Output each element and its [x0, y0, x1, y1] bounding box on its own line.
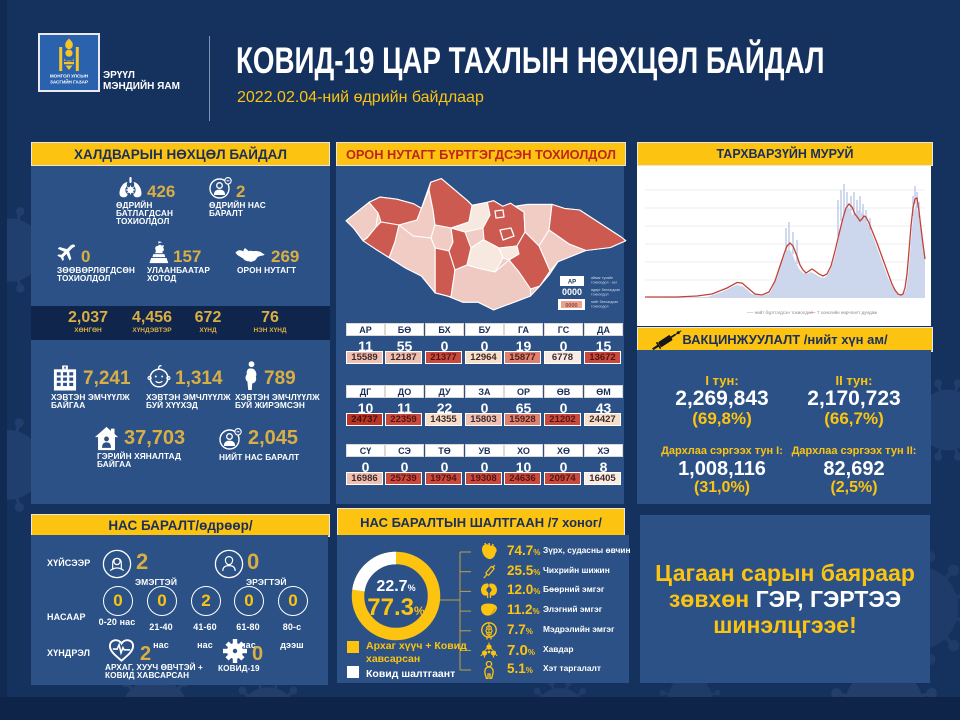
svg-text:АР: АР [568, 280, 576, 286]
svg-text:ЗАСГИЙН ГАЗАР: ЗАСГИЙН ГАЗАР [50, 78, 88, 85]
svg-text:тохиолдол - аог: тохиолдол - аог [591, 281, 618, 285]
svg-text:нийт батлагдсан: нийт батлагдсан [591, 300, 618, 304]
svg-text:H: H [64, 366, 67, 370]
svg-text:МОНГОЛ УЛСЫН: МОНГОЛ УЛСЫН [50, 74, 89, 79]
svg-text:──: ── [808, 310, 816, 315]
svg-text:тохиолдол: тохиолдол [591, 305, 609, 309]
svg-text:7 хоногийн өөрчлөлт дундаж: 7 хоногийн өөрчлөлт дундаж [817, 309, 877, 315]
svg-text:0000: 0000 [565, 303, 577, 309]
svg-text:0000: 0000 [562, 287, 582, 297]
svg-text:тохиолдол: тохиолдол [591, 293, 609, 297]
svg-text:── нийт бүртгэгдсэн тохиолдол: ── нийт бүртгэгдсэн тохиолдол [746, 309, 813, 315]
svg-text:аймаг тухайн: аймаг тухайн [591, 276, 613, 280]
svg-text:өдөрт батлагдсан: өдөрт батлагдсан [591, 288, 620, 292]
